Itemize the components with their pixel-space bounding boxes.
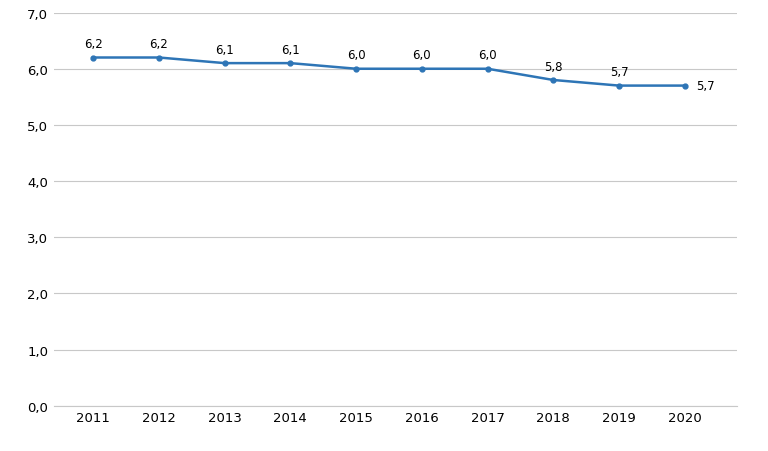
Text: 6,2: 6,2 [150, 38, 168, 51]
Text: 6,2: 6,2 [84, 38, 103, 51]
Text: 5,7: 5,7 [697, 80, 715, 93]
Text: 6,1: 6,1 [281, 44, 300, 57]
Text: 6,0: 6,0 [347, 49, 366, 62]
Text: 6,1: 6,1 [215, 44, 234, 57]
Text: 5,8: 5,8 [544, 60, 562, 74]
Text: 6,0: 6,0 [412, 49, 431, 62]
Text: 5,7: 5,7 [610, 66, 628, 79]
Text: 6,0: 6,0 [478, 49, 497, 62]
